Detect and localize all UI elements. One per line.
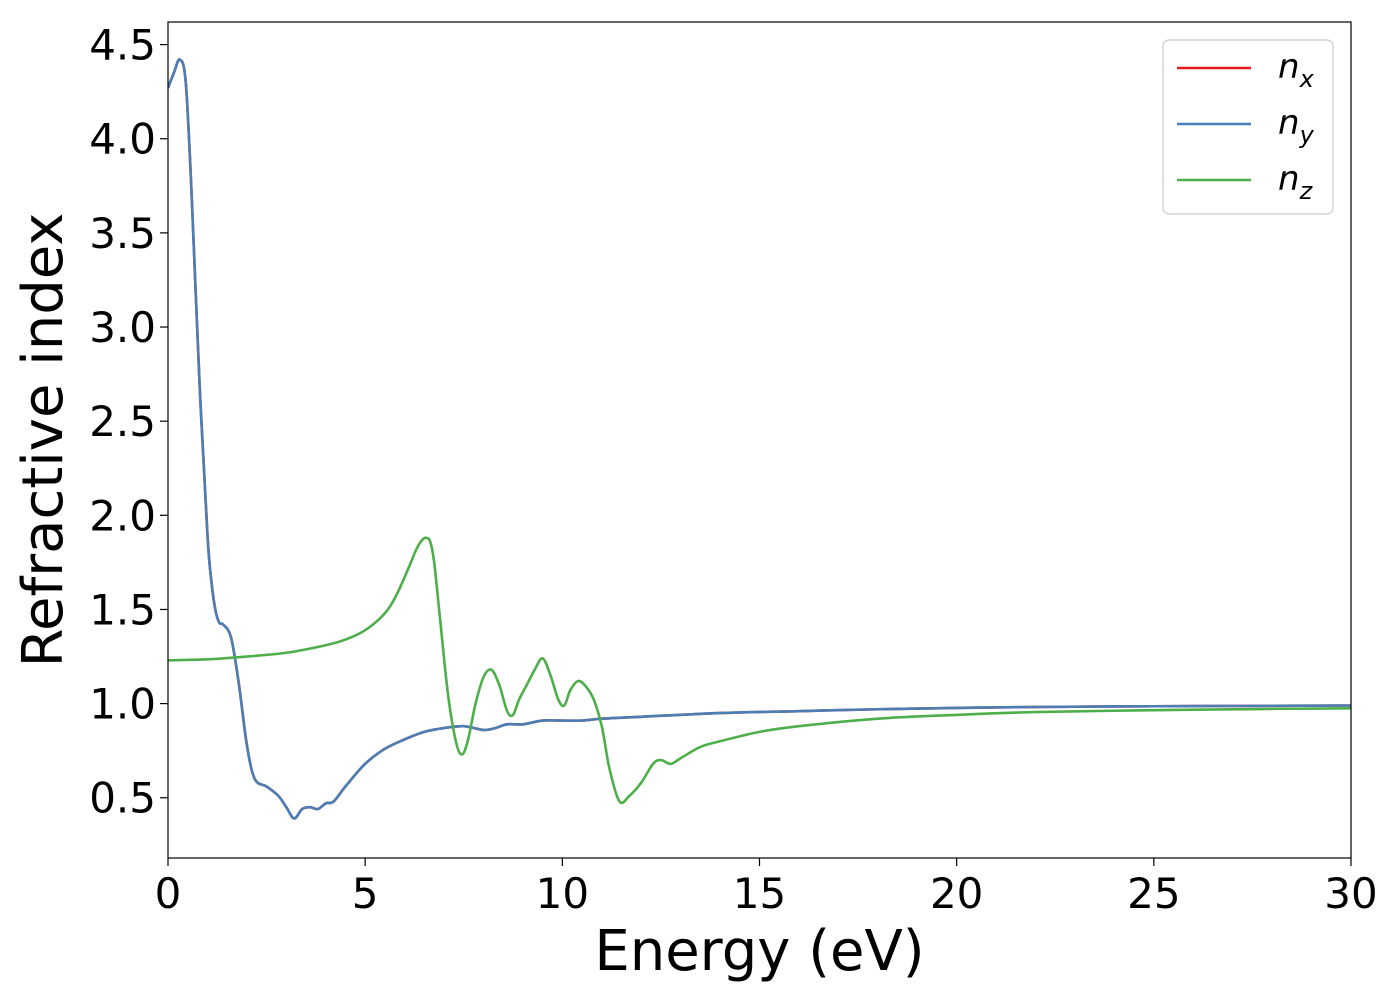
- y-tick-label: 2.5: [89, 397, 156, 446]
- y-tick-label: 1.0: [89, 680, 156, 729]
- legend-box: [1162, 39, 1334, 215]
- x-tick-label: 20: [930, 869, 983, 918]
- y-axis-ticks: 0.5 1.0 1.5 2.0 2.5 3.0 3.5 4.0 4.5: [89, 21, 168, 823]
- series-line-nz: [168, 536, 1351, 805]
- x-axis-ticks: 0 5 10 15 20 25 30: [155, 858, 1378, 918]
- x-tick-label: 10: [536, 869, 589, 918]
- y-tick-label: 3.5: [89, 209, 156, 258]
- series-line-ny: [168, 58, 1351, 820]
- y-tick-label: 1.5: [89, 585, 156, 634]
- y-tick-label: 4.5: [89, 21, 156, 70]
- y-tick-label: 3.0: [89, 303, 156, 352]
- x-tick-label: 25: [1127, 869, 1180, 918]
- x-tick-label: 5: [352, 869, 379, 918]
- y-axis-label: Refractive index: [11, 213, 76, 668]
- y-tick-label: 4.0: [89, 115, 156, 164]
- x-tick-label: 0: [155, 869, 182, 918]
- y-tick-label: 2.0: [89, 491, 156, 540]
- x-axis-label: Energy (eV): [594, 919, 924, 984]
- y-tick-label: 0.5: [89, 774, 156, 823]
- plot-lines: [168, 58, 1351, 820]
- x-tick-label: 30: [1324, 869, 1377, 918]
- x-tick-label: 15: [733, 869, 786, 918]
